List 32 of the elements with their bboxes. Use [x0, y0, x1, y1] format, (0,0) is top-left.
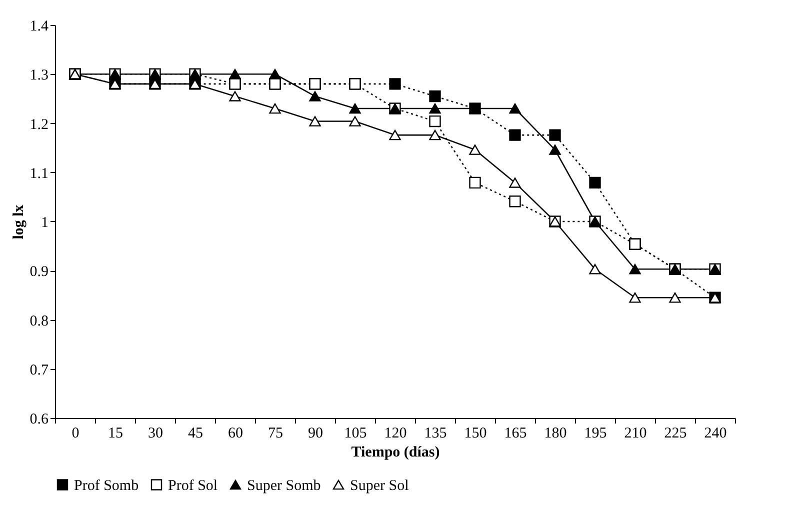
y-tick-label: 1.1 — [30, 166, 48, 182]
legend-label: Super Somb — [247, 478, 321, 494]
x-tick-label: 75 — [268, 426, 283, 442]
x-tick-label: 240 — [704, 426, 727, 442]
y-tick-label: 1.2 — [30, 116, 48, 133]
x-tick-label: 105 — [344, 426, 367, 442]
x-tick-label: 195 — [584, 426, 607, 442]
x-tick-label: 45 — [188, 426, 203, 442]
x-tick-label: 120 — [384, 426, 407, 442]
x-tick-label: 180 — [544, 426, 567, 442]
x-tick-label: 225 — [664, 426, 687, 442]
y-tick-label: 1.3 — [30, 68, 48, 84]
y-tick-label: 0.8 — [30, 313, 48, 330]
x-axis-title: Tiempo (días) — [351, 444, 440, 460]
y-axis-title: log lx — [10, 204, 27, 240]
x-tick-label: 0 — [72, 426, 80, 442]
legend-label: Prof Sol — [168, 478, 218, 494]
x-tick-label: 165 — [504, 426, 527, 442]
y-tick-label: 0.6 — [30, 412, 49, 428]
y-tick-label: 0.7 — [30, 362, 49, 378]
legend-label: Super Sol — [350, 478, 409, 494]
x-tick-label: 150 — [464, 426, 487, 442]
x-tick-label: 60 — [228, 426, 243, 442]
x-tick-label: 30 — [148, 426, 163, 442]
y-tick-label: 1 — [41, 215, 48, 231]
y-tick-label: 0.9 — [30, 264, 48, 280]
legend-label: Prof Somb — [74, 478, 139, 494]
x-tick-label: 135 — [424, 426, 447, 442]
y-tick-label: 1.4 — [30, 18, 49, 34]
x-tick-label: 210 — [624, 426, 647, 442]
x-tick-label: 15 — [108, 426, 123, 442]
x-tick-label: 90 — [308, 426, 323, 442]
